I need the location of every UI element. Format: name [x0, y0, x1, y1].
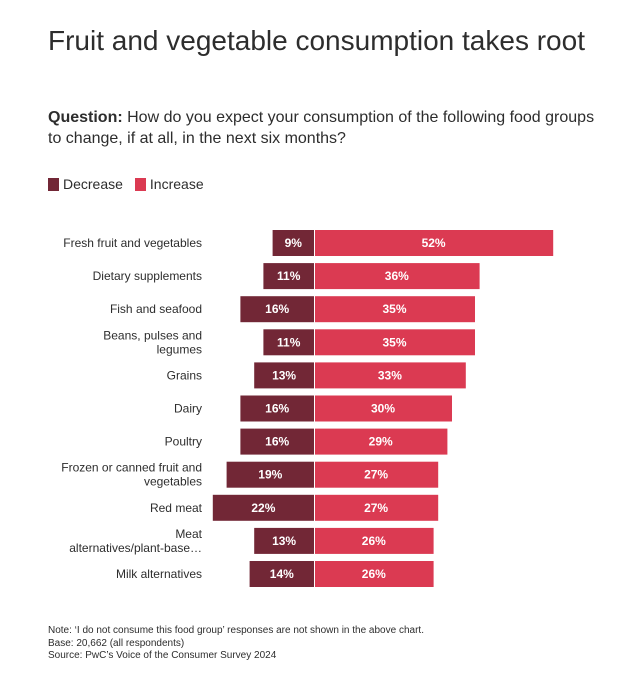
legend-item-increase: Increase	[134, 176, 204, 192]
data-label-increase: 52%	[422, 236, 446, 250]
source-text: Source: PwC’s Voice of the Consumer Surv…	[48, 650, 277, 661]
bar-increase	[315, 561, 434, 587]
data-label-increase: 33%	[378, 368, 402, 382]
category-label: Dietary supplements	[93, 269, 202, 283]
data-label-decrease: 16%	[265, 402, 289, 416]
category-label: Dairy	[174, 402, 202, 416]
bar-decrease	[263, 263, 314, 290]
data-label-increase: 26%	[362, 534, 386, 548]
category-label-line: Frozen or canned fruit and	[61, 461, 202, 475]
category-label-line: Fish and seafood	[110, 302, 202, 316]
bar-decrease	[240, 395, 314, 422]
category-label: Milk alternatives	[116, 567, 202, 581]
data-label-decrease: 19%	[258, 468, 282, 482]
category-label: Beans, pulses and legumes	[103, 328, 202, 356]
bar-decrease	[249, 561, 314, 587]
category-label-line: vegetables	[144, 475, 202, 489]
bar-increase	[315, 329, 475, 356]
chart-title: Fruit and vegetable consumption takes ro…	[48, 25, 585, 56]
category-label-line: Red meat	[150, 501, 203, 515]
data-label-decrease: 13%	[272, 368, 296, 382]
bar-increase	[315, 461, 439, 488]
category-label-line: legumes	[157, 342, 202, 356]
category-label-line: Dairy	[174, 402, 202, 416]
data-label-increase: 29%	[369, 435, 393, 449]
question-text: How do you expect your consumption of th…	[48, 109, 595, 147]
bar-increase	[315, 362, 466, 389]
bar-increase	[315, 296, 475, 323]
bar-decrease	[272, 230, 314, 256]
bar-decrease	[212, 494, 314, 521]
bar-increase	[315, 428, 448, 455]
bar-decrease	[240, 428, 314, 455]
category-label-line: Poultry	[165, 435, 202, 449]
category-label: Meat alternatives/plant-base…	[69, 527, 202, 555]
chart-notes: Note: ‘I do not consume this food group’…	[48, 625, 424, 663]
category-label: Grains	[167, 368, 202, 382]
legend-swatch-decrease	[48, 177, 59, 191]
data-label-decrease: 9%	[285, 236, 303, 250]
category-label-line: Milk alternatives	[116, 567, 202, 581]
category-label-line: Fresh fruit and vegetables	[63, 236, 202, 250]
category-label: Poultry	[165, 435, 202, 449]
category-label: Frozen or canned fruit and vegetables	[61, 461, 202, 489]
category-label-line: Beans, pulses and	[103, 328, 202, 342]
bar-increase	[315, 263, 480, 290]
bar-decrease	[226, 461, 314, 488]
data-label-decrease: 16%	[265, 302, 289, 316]
category-label-line: Meat	[175, 527, 202, 541]
bar-increase	[315, 395, 452, 422]
bar-decrease	[240, 296, 314, 323]
legend-item-decrease: Decrease	[48, 176, 123, 192]
legend-label-increase: Increase	[149, 176, 204, 192]
bar-decrease	[254, 527, 314, 554]
category-label-line: alternatives/plant-base…	[69, 541, 202, 555]
data-label-increase: 35%	[382, 302, 406, 316]
category-label-line: Dietary supplements	[93, 269, 202, 283]
category-label: Fresh fruit and vegetables	[63, 236, 202, 250]
data-label-decrease: 11%	[277, 269, 301, 283]
data-label-increase: 27%	[364, 468, 388, 482]
question: Question: How do you expect your consump…	[48, 107, 608, 149]
category-label-line: Grains	[167, 368, 202, 382]
category-label: Fish and seafood	[110, 302, 202, 316]
bar-increase	[315, 230, 554, 256]
bar-decrease	[263, 329, 314, 356]
legend-label-decrease: Decrease	[63, 176, 123, 192]
legend-swatch-increase	[134, 177, 146, 191]
data-label-decrease: 13%	[272, 534, 296, 548]
data-label-decrease: 14%	[270, 567, 294, 581]
legend: Decrease Increase	[48, 176, 216, 192]
note-text: Note: ‘I do not consume this food group’…	[48, 625, 424, 636]
data-label-increase: 26%	[362, 567, 386, 581]
data-label-increase: 36%	[385, 269, 409, 283]
base-text: Base: 20,662 (all respondents)	[48, 637, 185, 649]
data-label-increase: 30%	[371, 402, 395, 416]
data-label-decrease: 16%	[265, 435, 289, 449]
diverging-bar-chart: Fresh fruit and vegetables 9% 52% Dietary s…	[61, 230, 554, 587]
data-label-increase: 35%	[382, 335, 406, 349]
category-label: Red meat	[150, 501, 203, 515]
bar-increase	[315, 494, 439, 521]
bar-increase	[315, 527, 434, 554]
data-label-decrease: 22%	[251, 501, 275, 515]
data-label-decrease: 11%	[277, 335, 301, 349]
question-label: Question:	[48, 109, 123, 126]
data-label-increase: 27%	[364, 501, 388, 515]
bar-decrease	[254, 362, 314, 389]
